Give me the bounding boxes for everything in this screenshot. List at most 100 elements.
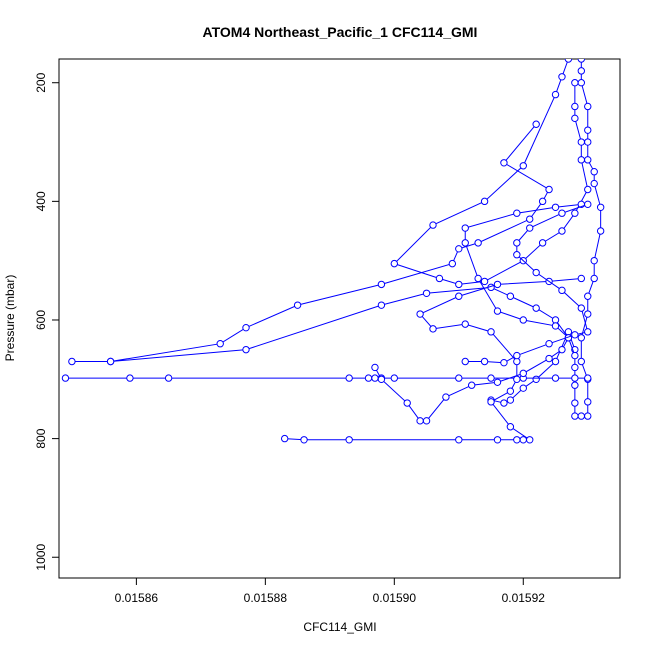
data-point bbox=[455, 436, 463, 444]
data-point bbox=[487, 374, 495, 382]
data-point bbox=[584, 185, 592, 194]
series-line bbox=[374, 203, 582, 422]
x-axis: 0.01586 0.01588 0.01590 0.01592 bbox=[115, 578, 546, 605]
data-point bbox=[461, 239, 469, 247]
data-point bbox=[461, 224, 469, 232]
y-axis-label: Pressure (mbar) bbox=[3, 275, 17, 362]
data-point bbox=[68, 357, 76, 366]
data-point bbox=[584, 412, 592, 420]
data-point bbox=[377, 301, 386, 309]
data-point bbox=[577, 59, 586, 63]
data-point bbox=[519, 162, 527, 170]
data-point bbox=[519, 436, 527, 444]
data-point bbox=[455, 374, 463, 382]
data-point bbox=[551, 322, 560, 330]
data-point bbox=[584, 138, 592, 146]
data-point bbox=[558, 227, 566, 235]
series-5 bbox=[371, 200, 586, 425]
series-3 bbox=[68, 120, 579, 366]
data-point bbox=[584, 200, 592, 209]
data-point bbox=[390, 259, 399, 268]
data-point bbox=[551, 357, 560, 366]
data-point bbox=[596, 203, 605, 211]
data-point bbox=[371, 374, 379, 382]
data-point bbox=[538, 239, 547, 247]
series-line bbox=[284, 277, 582, 441]
data-point bbox=[506, 292, 515, 300]
data-point bbox=[513, 239, 521, 247]
data-point bbox=[526, 224, 534, 232]
data-point bbox=[61, 374, 70, 382]
data-point bbox=[526, 436, 534, 444]
data-point bbox=[377, 375, 386, 383]
data-point bbox=[571, 102, 579, 111]
x-tick-label: 0.01586 bbox=[115, 591, 159, 605]
data-point bbox=[216, 340, 224, 348]
data-point bbox=[461, 357, 469, 366]
data-point bbox=[545, 354, 553, 363]
y-axis: 200 400 600 800 1000 bbox=[34, 72, 59, 571]
data-point bbox=[493, 307, 502, 315]
chart-title: ATOM4 Northeast_Pacific_1 CFC114_GMI bbox=[203, 24, 478, 40]
data-point bbox=[584, 328, 592, 336]
data-point bbox=[455, 292, 463, 300]
x-tick-label: 0.01588 bbox=[244, 591, 288, 605]
y-tick-label: 600 bbox=[34, 310, 48, 330]
series-layer bbox=[61, 59, 605, 444]
data-point bbox=[551, 90, 560, 99]
data-point bbox=[558, 73, 566, 81]
data-point bbox=[571, 209, 579, 217]
data-point bbox=[590, 256, 598, 265]
data-point bbox=[500, 358, 508, 367]
data-point bbox=[493, 378, 502, 386]
data-point bbox=[364, 374, 373, 382]
data-point bbox=[545, 340, 553, 348]
data-point bbox=[513, 351, 521, 360]
data-point bbox=[126, 374, 134, 382]
data-point bbox=[474, 239, 482, 247]
series-2 bbox=[390, 59, 592, 289]
data-point bbox=[442, 393, 450, 401]
x-tick-label: 0.01592 bbox=[502, 591, 546, 605]
data-point bbox=[558, 345, 566, 354]
data-point bbox=[532, 375, 540, 383]
data-point bbox=[487, 398, 495, 406]
data-point bbox=[429, 221, 437, 229]
data-point bbox=[577, 357, 586, 366]
data-point bbox=[242, 323, 250, 332]
data-point bbox=[571, 79, 579, 87]
data-point bbox=[377, 280, 386, 289]
data-point bbox=[584, 156, 592, 164]
data-point bbox=[448, 259, 457, 268]
data-point bbox=[551, 374, 560, 382]
data-point bbox=[300, 436, 308, 444]
data-point bbox=[422, 289, 431, 297]
data-point bbox=[590, 274, 598, 283]
data-point bbox=[577, 304, 586, 312]
data-point bbox=[571, 399, 579, 407]
data-point bbox=[596, 227, 605, 235]
data-point bbox=[532, 304, 540, 312]
data-point bbox=[506, 396, 515, 404]
y-tick-label: 800 bbox=[34, 428, 48, 448]
data-point bbox=[571, 331, 579, 339]
data-point bbox=[513, 436, 521, 444]
data-point bbox=[280, 434, 289, 443]
x-tick-label: 0.01590 bbox=[373, 591, 417, 605]
data-point bbox=[474, 274, 482, 283]
data-point bbox=[480, 277, 489, 286]
x-axis-label: CFC114_GMI bbox=[303, 620, 376, 634]
data-point bbox=[526, 215, 534, 223]
data-point bbox=[532, 268, 540, 277]
data-point bbox=[513, 375, 521, 383]
data-point bbox=[590, 179, 598, 188]
data-point bbox=[345, 436, 353, 444]
data-point bbox=[584, 374, 592, 382]
data-point bbox=[455, 245, 463, 253]
data-point bbox=[345, 374, 353, 382]
data-point bbox=[571, 363, 579, 372]
data-point bbox=[422, 417, 431, 425]
data-point bbox=[577, 274, 586, 283]
y-tick-label: 400 bbox=[34, 191, 48, 211]
data-point bbox=[577, 67, 586, 75]
